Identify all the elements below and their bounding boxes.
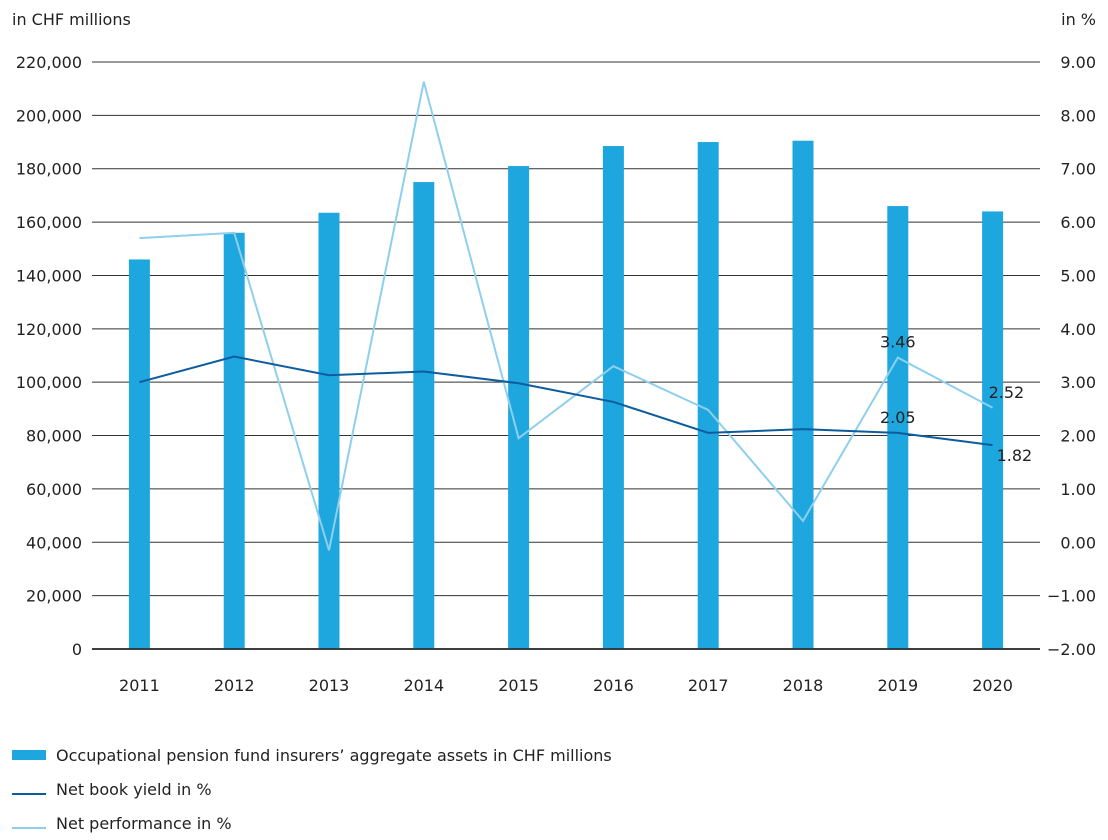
bars: [128, 140, 1004, 650]
left-axis-unit: in CHF millions: [12, 10, 131, 29]
right-tick-label: −2.00: [1047, 640, 1096, 659]
data-labels: 3.46 2.52 2.05 1.82: [880, 333, 1032, 466]
left-tick-label: 200,000: [16, 106, 82, 125]
legend-swatch-assets: [12, 750, 46, 760]
data-label: 3.46: [880, 333, 916, 352]
x-tick-label: 2018: [783, 676, 824, 695]
left-tick-label: 80,000: [26, 427, 82, 446]
bar: [413, 182, 435, 649]
right-tick-label: 4.00: [1060, 320, 1096, 339]
chart-svg: in CHF millions in % 0 20,000 40,000 60,000…: [12, 10, 1096, 695]
bar: [318, 212, 340, 650]
x-tick-label: 2016: [593, 676, 634, 695]
right-tick-label: 8.00: [1060, 106, 1096, 125]
gridlines: [92, 61, 1040, 650]
right-tick-label: 2.00: [1060, 427, 1096, 446]
bar: [128, 259, 150, 649]
legend-label-net-performance: Net performance in %: [56, 813, 232, 833]
right-tick-label: 7.00: [1060, 160, 1096, 179]
left-tick-label: 120,000: [16, 320, 82, 339]
right-axis-unit: in %: [1061, 10, 1096, 29]
x-tick-label: 2013: [309, 676, 350, 695]
x-tick-label: 2011: [119, 676, 160, 695]
series-line: [139, 81, 994, 551]
right-tick-label: 6.00: [1060, 213, 1096, 232]
x-tick-label: 2020: [972, 676, 1013, 695]
legend-swatch-net-performance: [12, 827, 46, 829]
left-tick-label: 220,000: [16, 53, 82, 72]
legend-swatch-net-book-yield: [12, 793, 46, 795]
bar: [887, 206, 909, 649]
tick-labels: 0 20,000 40,000 60,000 80,000 100,000 120,000 1…: [16, 53, 1096, 695]
x-tick-label: 2014: [403, 676, 444, 695]
left-tick-label: 20,000: [26, 587, 82, 606]
legend-label-net-book-yield: Net book yield in %: [56, 779, 212, 799]
right-tick-label: 0.00: [1060, 533, 1096, 552]
left-tick-label: 160,000: [16, 213, 82, 232]
left-tick-label: 140,000: [16, 266, 82, 285]
right-tick-label: 3.00: [1060, 373, 1096, 392]
bar: [602, 146, 624, 649]
data-label: 2.52: [989, 383, 1025, 402]
x-tick-label: 2017: [688, 676, 729, 695]
left-tick-label: 180,000: [16, 160, 82, 179]
bar: [223, 232, 245, 649]
x-tick-label: 2015: [498, 676, 539, 695]
data-label: 2.05: [880, 408, 916, 427]
legend-item-net-performance: Net performance in %: [12, 806, 612, 840]
x-tick-label: 2012: [214, 676, 255, 695]
legend: Occupational pension fund insurers’ aggr…: [12, 738, 612, 840]
left-tick-label: 100,000: [16, 373, 82, 392]
series-line: [139, 355, 993, 447]
bar: [508, 166, 530, 650]
legend-label-assets: Occupational pension fund insurers’ aggr…: [56, 745, 612, 765]
series-lines: [92, 81, 1040, 650]
data-label: 1.82: [997, 446, 1033, 465]
bar: [792, 140, 814, 649]
right-tick-label: 1.00: [1060, 480, 1096, 499]
left-tick-label: 60,000: [26, 480, 82, 499]
legend-item-net-book-yield: Net book yield in %: [12, 772, 612, 806]
right-tick-label: 5.00: [1060, 266, 1096, 285]
right-tick-label: 9.00: [1060, 53, 1096, 72]
legend-item-assets: Occupational pension fund insurers’ aggr…: [12, 738, 612, 772]
left-tick-label: 40,000: [26, 533, 82, 552]
bar: [982, 211, 1004, 649]
x-tick-label: 2019: [877, 676, 918, 695]
left-tick-label: 0: [72, 640, 82, 659]
bar: [697, 142, 719, 649]
right-tick-label: −1.00: [1047, 587, 1096, 606]
